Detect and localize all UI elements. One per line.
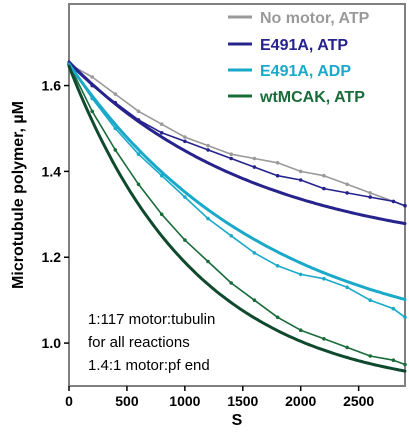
data-point-0-3 bbox=[136, 109, 141, 114]
data-point-3-2 bbox=[113, 148, 118, 152]
data-point-0-6 bbox=[206, 143, 210, 148]
plot-frame bbox=[68, 3, 406, 387]
data-point-3-15 bbox=[403, 362, 407, 367]
data-point-0-12 bbox=[345, 182, 349, 187]
legend-label-no-motor: No motor, ATP bbox=[260, 10, 370, 27]
data-point-3-9 bbox=[275, 315, 280, 320]
x-tick-label-3: 1500 bbox=[227, 393, 258, 409]
data-point-3-5 bbox=[183, 238, 187, 242]
x-tick-label-1: 500 bbox=[115, 393, 139, 409]
data-point-1-15 bbox=[403, 203, 407, 208]
data-point-3-8 bbox=[252, 298, 257, 303]
data-point-2-9 bbox=[275, 264, 280, 268]
fit-curve-1 bbox=[67, 62, 407, 301]
annotation-line-2: for all reactions bbox=[88, 334, 190, 351]
y-tick-label-3: 1.6 bbox=[42, 78, 62, 94]
data-point-3-1 bbox=[90, 109, 94, 114]
data-point-1-5 bbox=[183, 139, 187, 144]
data-point-3-7 bbox=[229, 281, 233, 285]
series-line-3 bbox=[68, 63, 406, 366]
data-layer bbox=[67, 62, 407, 367]
annotation-line-3: 1.4:1 motor:pf end bbox=[88, 357, 210, 374]
series-line-2 bbox=[68, 63, 406, 318]
y-tick-label-2: 1.4 bbox=[42, 163, 62, 179]
annotation-block: 1:117 motor:tubulin for all reactions 1.… bbox=[88, 311, 215, 374]
series-line-0 bbox=[68, 63, 406, 207]
data-point-1-14 bbox=[391, 199, 396, 204]
fit-curve-2 bbox=[67, 64, 407, 373]
x-tick-label-4: 2000 bbox=[285, 393, 316, 409]
data-point-3-14 bbox=[391, 358, 396, 363]
data-point-1-9 bbox=[275, 173, 280, 178]
x-tick-label-5: 2500 bbox=[343, 393, 374, 409]
data-point-2-5 bbox=[183, 195, 187, 199]
y-tick-label-0: 1.0 bbox=[42, 335, 62, 351]
data-point-2-3 bbox=[136, 152, 141, 156]
data-point-0-8 bbox=[252, 156, 257, 161]
data-point-2-11 bbox=[322, 276, 326, 281]
data-point-3-4 bbox=[159, 212, 164, 217]
data-point-2-15 bbox=[403, 315, 407, 320]
data-point-2-13 bbox=[368, 298, 373, 303]
data-point-1-11 bbox=[322, 186, 326, 191]
data-point-3-11 bbox=[322, 337, 326, 341]
data-point-2-6 bbox=[206, 216, 210, 221]
y-tick-label-1: 1.2 bbox=[42, 249, 62, 265]
data-point-2-10 bbox=[298, 272, 303, 277]
data-point-1-10 bbox=[298, 178, 303, 182]
data-point-1-7 bbox=[229, 156, 233, 161]
data-point-0-5 bbox=[183, 135, 187, 139]
data-point-1-4 bbox=[159, 131, 164, 135]
data-point-0-9 bbox=[275, 161, 280, 165]
data-point-3-6 bbox=[206, 259, 210, 264]
data-point-3-13 bbox=[368, 354, 373, 358]
data-point-2-8 bbox=[252, 251, 257, 255]
x-ticks: 0 500 1000 1500 2000 2500 bbox=[65, 386, 374, 409]
y-axis-label: Microtubule polymer, µM bbox=[10, 101, 27, 289]
legend-label-e491a-adp: E491A, ADP bbox=[260, 63, 351, 80]
data-point-3-12 bbox=[345, 345, 349, 350]
data-point-1-6 bbox=[206, 148, 210, 152]
data-point-0-13 bbox=[368, 191, 373, 195]
data-point-0-2 bbox=[113, 92, 118, 96]
x-tick-label-2: 1000 bbox=[169, 393, 200, 409]
fit-layer bbox=[67, 60, 407, 373]
y-ticks: 1.0 1.2 1.4 1.6 bbox=[42, 78, 69, 351]
fit-curve-0 bbox=[67, 60, 407, 226]
legend-label-wtmcak: wtMCAK, ATP bbox=[259, 89, 365, 106]
data-point-0-1 bbox=[90, 75, 94, 79]
data-point-1-13 bbox=[368, 195, 373, 199]
legend-label-e491a-atp: E491A, ATP bbox=[260, 37, 348, 54]
data-point-3-3 bbox=[136, 182, 141, 187]
series-line-1 bbox=[68, 63, 406, 207]
data-point-2-7 bbox=[229, 234, 233, 238]
data-point-0-11 bbox=[322, 173, 326, 178]
legend: No motor, ATP E491A, ATP E491A, ADP wtMC… bbox=[228, 10, 370, 106]
data-point-2-14 bbox=[391, 306, 396, 311]
annotation-line-1: 1:117 motor:tubulin bbox=[88, 311, 215, 328]
data-point-1-12 bbox=[345, 191, 349, 195]
data-point-0-10 bbox=[298, 169, 303, 174]
x-tick-label-0: 0 bbox=[65, 393, 73, 409]
data-point-1-8 bbox=[252, 165, 257, 169]
data-point-3-10 bbox=[298, 328, 303, 333]
data-point-2-12 bbox=[345, 285, 349, 290]
data-point-0-7 bbox=[229, 152, 233, 156]
x-axis-label: S bbox=[232, 412, 243, 429]
data-point-0-4 bbox=[159, 122, 164, 126]
